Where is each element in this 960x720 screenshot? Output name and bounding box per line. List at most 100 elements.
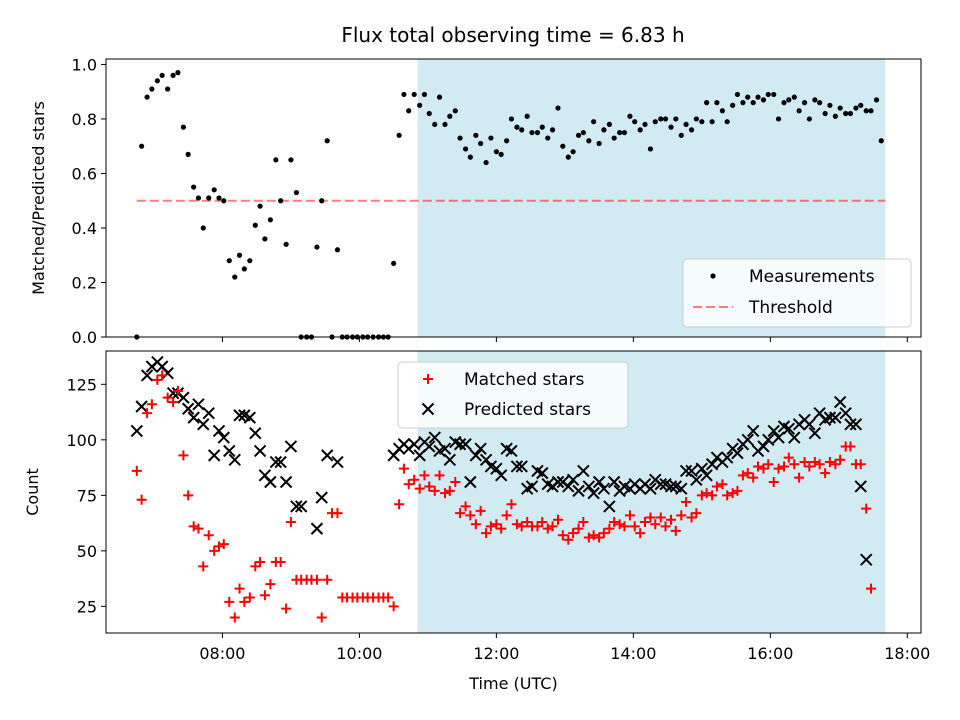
measurement-point xyxy=(765,91,771,98)
measurement-point xyxy=(817,100,823,106)
predicted-star-point xyxy=(423,440,436,453)
matched-star-point xyxy=(275,556,286,567)
measurement-point xyxy=(658,116,664,122)
predicted-star-point xyxy=(562,480,575,493)
predicted-star-point xyxy=(177,391,190,404)
measurement-point xyxy=(165,86,171,92)
measurement-point xyxy=(832,113,838,119)
matched-star-point xyxy=(594,532,605,543)
measurement-point xyxy=(771,91,777,98)
matched-star-point xyxy=(322,574,333,585)
time-x-tick-label: 12:00 xyxy=(473,644,519,663)
predicted-star-point xyxy=(192,398,205,411)
count-y-axis: 25 50 75 100 125 xyxy=(66,375,106,616)
predicted-star-point xyxy=(757,440,770,453)
matched-star-point xyxy=(573,523,584,534)
count-plot-frame xyxy=(105,350,922,634)
matched-star-point xyxy=(814,459,825,470)
measurement-point xyxy=(688,127,695,133)
matched-star-point xyxy=(511,519,522,530)
measurement-point xyxy=(478,140,484,147)
predicted-star-point xyxy=(413,449,426,462)
predicted-star-point xyxy=(438,442,452,455)
measurement-point xyxy=(406,108,412,114)
matched-star-point xyxy=(681,496,692,507)
ratio-x-ticks xyxy=(221,337,908,342)
measurement-point xyxy=(575,132,582,138)
measurement-point xyxy=(319,198,325,204)
matched-star-point xyxy=(794,472,805,483)
legend-label-predicted: Predicted stars xyxy=(464,400,591,420)
predicted-star-point xyxy=(664,480,678,493)
measurement-points xyxy=(134,70,884,340)
measurement-point xyxy=(504,138,510,144)
measurement-point xyxy=(606,121,612,128)
predicted-star-point xyxy=(803,418,816,431)
matched-star-point xyxy=(861,503,872,514)
predicted-star-point xyxy=(161,366,174,380)
measurement-point xyxy=(750,100,756,106)
measurement-point xyxy=(868,108,874,114)
matched-star-point xyxy=(804,461,815,472)
predicted-star-point xyxy=(536,466,549,480)
predicted-star-point xyxy=(443,453,457,467)
measurement-point xyxy=(283,241,289,247)
predicted-star-point xyxy=(459,438,472,451)
measurement-point xyxy=(462,146,469,152)
predicted-star-point xyxy=(243,411,257,424)
ratio-panel: 0.0 0.2 0.4 0.6 0.8 1.0 Matched/Predicted sta… xyxy=(29,55,922,347)
ratio-y-tick-label: 0.8 xyxy=(72,110,97,129)
predicted-star-point xyxy=(597,482,611,495)
ratio-y-tick-label: 1.0 xyxy=(72,55,97,74)
measurement-point xyxy=(586,138,592,144)
matched-star-point xyxy=(742,468,753,479)
predicted-star-point xyxy=(782,422,796,435)
measurement-point xyxy=(617,129,623,136)
measurement-point xyxy=(170,72,176,78)
matched-star-point xyxy=(588,530,599,541)
predicted-star-point xyxy=(187,411,200,424)
predicted-star-point xyxy=(849,418,863,431)
matched-star-point xyxy=(532,521,543,532)
measurement-point xyxy=(211,187,217,193)
matched-star-point xyxy=(444,485,455,496)
measurement-point xyxy=(591,119,597,125)
measurement-point xyxy=(411,91,417,98)
measurement-point xyxy=(288,157,294,163)
predicted-star-point xyxy=(505,444,518,458)
matched-star-point xyxy=(547,521,558,532)
matched-star-point xyxy=(414,483,425,494)
predicted-star-point xyxy=(741,433,754,447)
predicted-star-point xyxy=(208,449,221,462)
matched-star-point xyxy=(820,468,831,479)
measurement-point xyxy=(206,195,212,201)
measurement-point xyxy=(786,97,792,103)
predicted-star-point xyxy=(566,473,580,486)
matched-star-point xyxy=(332,508,343,519)
matched-star-point xyxy=(557,530,568,541)
measurement-point xyxy=(524,113,530,119)
measurement-point xyxy=(514,124,520,130)
predicted-star-point xyxy=(572,484,585,498)
matched-star-point xyxy=(650,519,661,530)
matched-star-point xyxy=(481,528,492,539)
count-y-tick-label: 75 xyxy=(77,486,97,505)
matched-star-point xyxy=(244,592,255,603)
matched-star-point xyxy=(383,592,394,603)
ratio-y-tick-label: 0.6 xyxy=(72,164,97,183)
measurement-point xyxy=(714,100,720,106)
matched-star-point xyxy=(722,490,733,501)
matched-star-point xyxy=(727,488,738,499)
measurement-point xyxy=(806,116,812,122)
measurement-point xyxy=(827,102,833,108)
measurement-point xyxy=(652,119,658,125)
matched-star-point xyxy=(553,514,564,525)
matched-star-point xyxy=(311,574,322,585)
measurement-point xyxy=(822,110,828,117)
predicted-star-point xyxy=(700,469,713,482)
measurement-point xyxy=(519,127,525,133)
measurement-point xyxy=(467,154,473,160)
matched-star-point xyxy=(783,452,794,463)
count-legend: Matched stars Predicted stars xyxy=(397,361,629,429)
matched-star-point xyxy=(250,561,261,572)
